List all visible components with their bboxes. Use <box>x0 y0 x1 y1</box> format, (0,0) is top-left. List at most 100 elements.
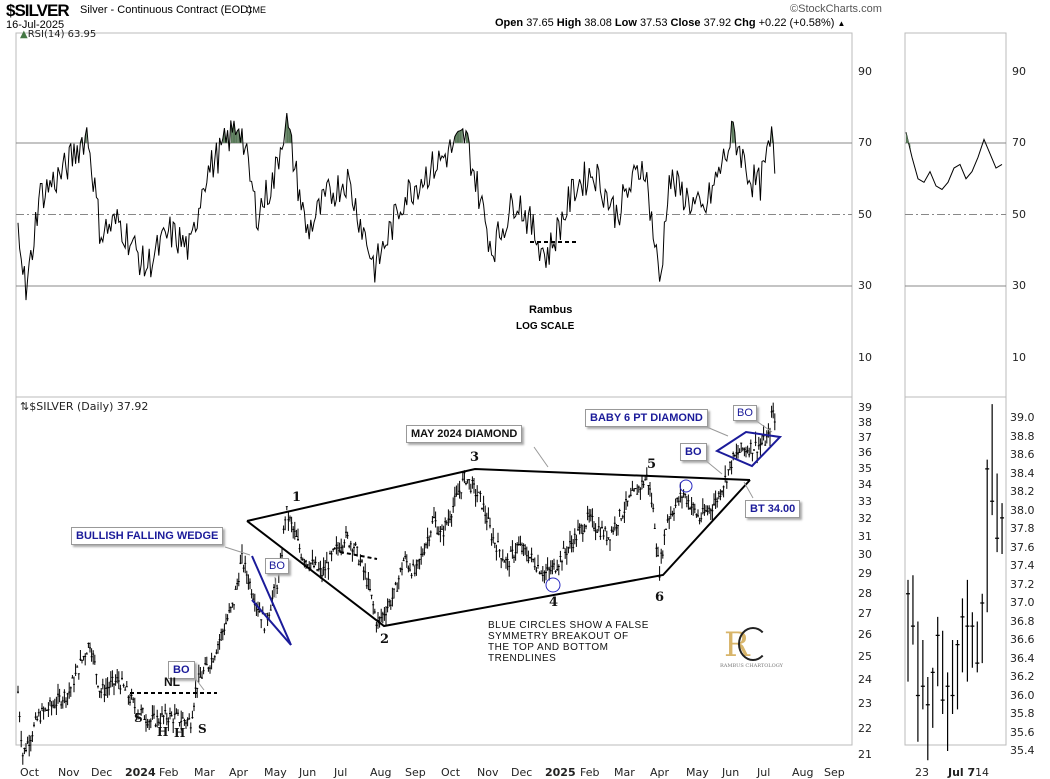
price-bar <box>93 654 96 665</box>
price-bar <box>207 666 210 672</box>
price-bar <box>498 549 501 558</box>
mini-price-bar <box>1000 503 1005 554</box>
price-bar <box>69 686 72 697</box>
price-bar <box>650 492 653 508</box>
price-bar <box>141 707 144 714</box>
mini-price-tick-label: 36.8 <box>1010 614 1035 628</box>
price-bar <box>135 713 138 721</box>
price-bar <box>409 563 411 572</box>
rsi-icon: ▲ <box>20 29 28 40</box>
price-bar <box>121 671 123 681</box>
price-bar <box>45 709 48 711</box>
price-bar <box>367 572 370 591</box>
price-bar <box>287 510 290 531</box>
price-bar <box>52 700 55 709</box>
price-bar <box>461 472 464 482</box>
price-bar <box>97 685 99 689</box>
price-bar <box>722 485 725 498</box>
price-bar <box>68 682 71 699</box>
price-tick-label: 37 <box>858 430 872 444</box>
price-bar <box>223 623 226 636</box>
price-bar <box>628 494 631 498</box>
price-bar <box>228 603 231 614</box>
price-bar <box>119 684 122 695</box>
price-bar <box>49 697 51 706</box>
price-bar <box>527 550 530 564</box>
price-bar <box>537 554 539 569</box>
price-bar <box>111 670 114 687</box>
price-bar <box>365 577 368 589</box>
price-bar <box>21 752 24 765</box>
price-bar <box>58 688 61 703</box>
price-bar <box>748 447 751 458</box>
x-tick-label: Jun <box>722 766 740 779</box>
price-bar <box>245 570 248 584</box>
price-bar <box>237 572 240 587</box>
price-bar <box>620 518 623 522</box>
price-bar <box>743 447 746 457</box>
price-bar <box>314 556 317 566</box>
price-bar <box>33 722 35 728</box>
price-bar <box>151 705 154 720</box>
x-tick-label: May <box>264 766 287 779</box>
price-bar <box>397 575 400 590</box>
price-bar <box>749 439 752 454</box>
rsi-panel-label: ▲RSI(14) 63.95 <box>20 29 96 40</box>
price-tick-label: 24 <box>858 673 872 687</box>
price-bar <box>695 513 698 518</box>
price-bar <box>455 485 458 497</box>
price-bar <box>324 560 327 578</box>
price-bar <box>597 517 600 532</box>
price-bar <box>529 556 531 560</box>
price-bar <box>34 712 37 720</box>
price-bar <box>321 568 323 583</box>
mini-price-bar <box>990 404 995 516</box>
price-bar <box>293 521 296 540</box>
price-bar <box>644 476 647 481</box>
mini-price-bar <box>925 677 930 761</box>
price-bar <box>276 584 279 594</box>
mini-price-bar <box>985 459 990 613</box>
price-bar <box>657 546 659 557</box>
price-bar <box>55 696 58 715</box>
mini-price-tick-label: 37.4 <box>1010 559 1035 572</box>
price-bar <box>631 480 634 491</box>
price-bar <box>61 696 64 709</box>
price-bar <box>700 512 703 523</box>
price-bar <box>172 718 175 733</box>
price-bar <box>269 604 272 611</box>
price-bar <box>580 523 583 534</box>
price-bar <box>541 566 544 582</box>
x-tick-label: Apr <box>229 766 249 779</box>
price-bar <box>505 556 507 569</box>
up-triangle-icon: ▲ <box>837 19 846 28</box>
price-bar <box>153 705 155 719</box>
price-bar <box>570 535 573 553</box>
price-bar <box>396 582 399 592</box>
rsi-tick-label: 70 <box>858 136 872 149</box>
price-bar <box>197 664 200 683</box>
price-bar <box>573 528 576 545</box>
price-bar <box>477 491 480 493</box>
price-bar <box>100 688 103 699</box>
mini-rsi-tick-label: 90 <box>1012 64 1026 78</box>
price-bar <box>471 476 474 489</box>
price-bar <box>191 710 194 719</box>
mini-price-tick-label: 36.0 <box>1010 688 1035 702</box>
callout-pointer <box>194 677 205 691</box>
price-bar <box>525 546 528 562</box>
price-bar <box>249 578 251 590</box>
price-bar <box>764 440 767 446</box>
price-bar <box>484 505 487 524</box>
mini-price-bar <box>940 630 945 714</box>
price-bar <box>117 671 120 690</box>
head-label: H <box>174 726 186 740</box>
neckline-label: NL <box>164 675 180 689</box>
price-bar <box>204 657 207 666</box>
mini-price-tick-label: 38.0 <box>1010 503 1035 517</box>
price-bar <box>298 543 301 553</box>
price-bar <box>693 503 696 514</box>
price-bar <box>738 448 741 453</box>
price-bar <box>421 548 424 557</box>
false-breakout-circle <box>545 577 561 593</box>
